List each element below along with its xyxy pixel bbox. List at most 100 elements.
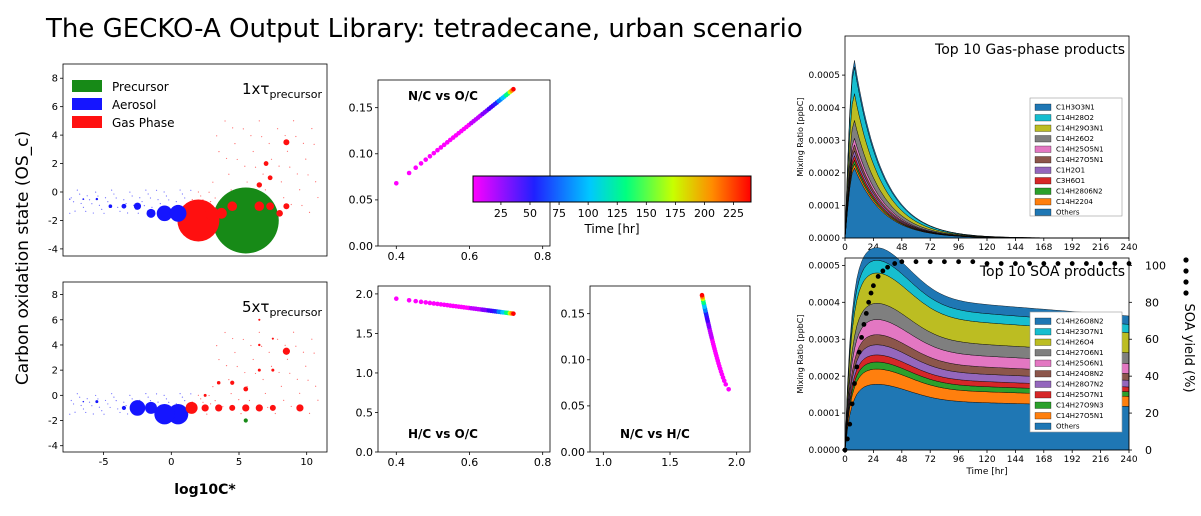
y-tick-label: 0.0001	[809, 409, 841, 419]
y-tick-label: -4	[48, 441, 58, 452]
legend-swatch	[1034, 208, 1052, 216]
minor-species-point	[92, 413, 94, 415]
ratio-point	[427, 300, 433, 306]
y-tick-label: 0.10	[349, 148, 374, 161]
species-point	[243, 418, 248, 423]
minor-species-point	[296, 173, 298, 175]
y-tick-label: 0.15	[561, 308, 586, 321]
yield-point	[854, 364, 860, 370]
yield-point	[880, 268, 886, 274]
x-tick-label: 0	[842, 243, 848, 253]
x-tick-label: 10	[300, 457, 313, 468]
minor-species-point	[72, 201, 75, 203]
species-point	[230, 380, 235, 385]
legend-label: C14H27O9N3	[1056, 402, 1104, 410]
minor-species-point	[190, 189, 192, 191]
minor-species-point	[315, 181, 317, 183]
minor-species-point	[74, 411, 76, 413]
legend-label: C14H26O2	[1056, 135, 1094, 143]
minor-species-point	[145, 393, 147, 395]
y-tick-label: 0.05	[561, 400, 586, 413]
legend-swatch	[1034, 187, 1052, 195]
legend-label: C14H26O4	[1056, 339, 1094, 347]
y-tick-label: 1.5	[356, 327, 374, 340]
minor-species-point	[317, 399, 319, 401]
ratio-point	[511, 86, 516, 92]
minor-species-point	[117, 206, 119, 208]
minor-species-point	[258, 331, 260, 333]
minor-species-point	[234, 351, 236, 354]
species-point	[82, 400, 85, 403]
yield-point	[913, 259, 919, 265]
minor-species-point	[103, 413, 105, 415]
time-colorbar: 25 50 75 100 125 150 175 200 225 Time [hr]	[472, 175, 752, 236]
minor-species-point	[137, 212, 139, 214]
legend-label: C14H2204	[1056, 198, 1093, 206]
minor-species-point	[295, 345, 297, 347]
minor-species-point	[98, 406, 101, 408]
y-tick-label: 2	[52, 159, 58, 170]
species-point	[205, 206, 219, 220]
minor-species-point	[246, 385, 248, 388]
minor-species-point	[86, 398, 88, 400]
legend-swatch	[1034, 349, 1052, 357]
x-tick-label: 216	[1092, 455, 1109, 465]
y-tick-label: 0.0003	[809, 136, 841, 146]
minor-species-point	[88, 199, 91, 201]
species-point	[229, 404, 236, 411]
minor-species-point	[305, 365, 307, 367]
minor-species-point	[212, 181, 214, 183]
yield-point	[847, 421, 853, 427]
species-point	[129, 400, 146, 416]
legend-label: C1H3O3N1	[1056, 104, 1095, 112]
species-point	[201, 404, 209, 412]
y-tick-label: 0.00	[561, 446, 586, 459]
legend-label: C14H25O5N1	[1056, 146, 1104, 154]
species-point	[95, 197, 99, 201]
y-tick-label: 0.0001	[809, 202, 841, 212]
minor-species-point	[103, 212, 105, 214]
species-point	[108, 204, 113, 209]
yield-point	[956, 259, 961, 265]
minor-species-point	[86, 195, 88, 197]
yield-point	[861, 322, 867, 327]
colorbar-tick-label: 50	[523, 207, 537, 220]
yield-point	[1041, 261, 1047, 266]
minor-species-point	[292, 331, 295, 333]
area-series	[844, 60, 1129, 239]
minor-species-point	[72, 403, 75, 405]
species-point	[146, 208, 156, 218]
yield-legend-marker	[1183, 257, 1189, 263]
colorbar-tick-label: 200	[694, 207, 715, 220]
minor-species-point	[270, 365, 273, 367]
y2-tick-label: 20	[1145, 407, 1159, 420]
yield-point	[866, 299, 872, 305]
species-point	[276, 210, 283, 217]
minor-species-point	[302, 351, 305, 353]
legend-swatch	[1034, 370, 1052, 378]
minor-species-point	[299, 189, 301, 191]
ratio-point	[511, 311, 516, 316]
minor-species-point	[184, 399, 186, 402]
yield-point	[1126, 261, 1132, 266]
species-point	[227, 201, 238, 212]
minor-species-point	[283, 399, 285, 401]
ratio-point	[441, 142, 447, 148]
species-point	[185, 401, 198, 414]
minor-species-point	[246, 181, 248, 183]
minor-species-point	[70, 197, 72, 199]
minor-species-point	[97, 398, 99, 400]
x-tick-label: 192	[1064, 243, 1081, 253]
yield-legend-marker	[1183, 268, 1189, 274]
yield-legend-marker	[1183, 290, 1189, 296]
colorbar-tick-label: 25	[494, 207, 508, 220]
minor-species-point	[228, 173, 230, 175]
minor-species-point	[311, 338, 313, 340]
y-tick-label: 0.0004	[809, 298, 841, 308]
yield-point	[849, 401, 855, 407]
x-tick-label: 168	[1035, 455, 1052, 465]
legend-swatch	[1034, 359, 1052, 367]
minor-species-point	[149, 400, 152, 402]
yield-point	[970, 259, 976, 265]
species-point	[255, 404, 263, 412]
